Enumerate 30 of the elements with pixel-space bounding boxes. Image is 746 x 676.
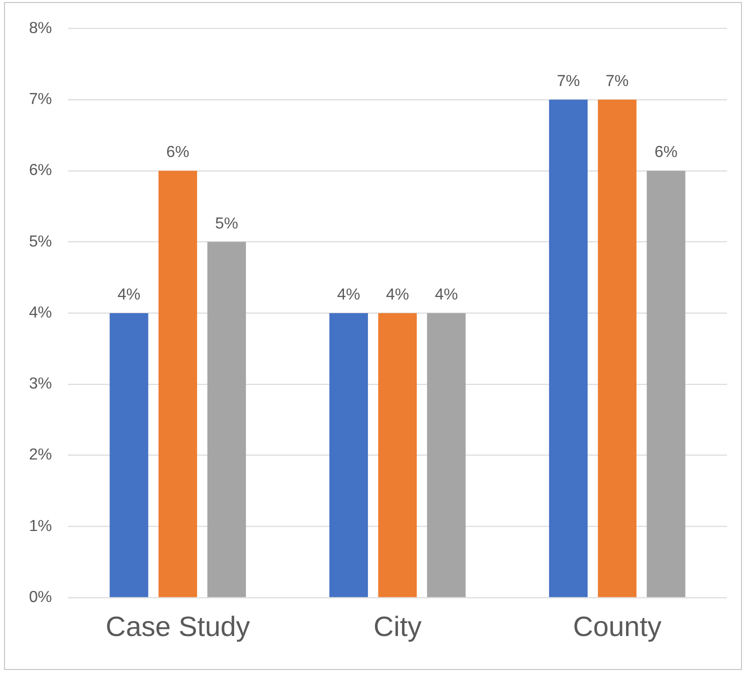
y-tick-label: 3% (28, 376, 52, 393)
data-label: 7% (606, 73, 629, 90)
x-tick-label: City (373, 611, 422, 642)
x-tick-label: County (572, 611, 662, 642)
bar (427, 313, 466, 598)
y-tick-label: 4% (28, 304, 52, 322)
bar (158, 170, 198, 598)
bar (329, 313, 368, 598)
y-tick-label: 2% (28, 446, 52, 464)
data-label: 4% (386, 286, 410, 304)
x-tick-label: Case Study (106, 611, 250, 642)
y-tick-label: 7% (28, 91, 52, 108)
y-tick-label: 8% (28, 20, 52, 37)
data-label: 6% (166, 144, 190, 162)
bar (378, 313, 417, 598)
bar (549, 100, 588, 598)
bar (646, 170, 686, 598)
y-tick-label: 0% (28, 589, 52, 606)
y-tick-label: 6% (28, 162, 52, 180)
data-label: 4% (337, 286, 360, 304)
bar (598, 100, 636, 598)
data-label: 5% (215, 215, 238, 232)
data-label: 4% (117, 286, 140, 304)
y-tick-label: 5% (28, 233, 52, 250)
data-label: 6% (654, 144, 678, 162)
bar (110, 313, 148, 598)
data-label: 7% (556, 73, 580, 90)
data-label: 4% (434, 286, 458, 304)
bar (207, 242, 246, 598)
y-tick-label: 1% (28, 518, 52, 535)
